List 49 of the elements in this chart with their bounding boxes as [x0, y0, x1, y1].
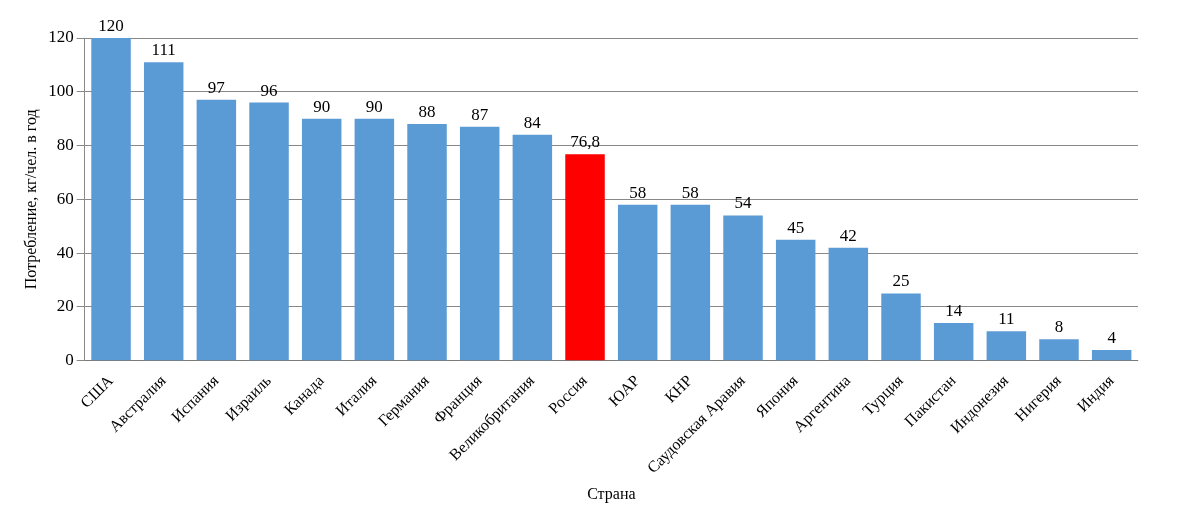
bar: [670, 204, 711, 361]
x-axis-title: Страна: [587, 484, 636, 503]
data-label: 111: [151, 40, 176, 60]
data-label: 4: [1107, 327, 1117, 347]
bar: [249, 102, 289, 361]
data-label: 84: [523, 112, 542, 132]
y-tick-label: 40: [56, 242, 74, 262]
bar: [301, 118, 342, 361]
data-label: 54: [734, 193, 753, 213]
data-label: 42: [839, 225, 857, 245]
data-label: 90: [313, 96, 331, 116]
bar: [459, 126, 500, 361]
data-label: 88: [418, 102, 436, 122]
y-tick-label: 120: [48, 27, 74, 47]
bar: [91, 38, 131, 361]
bar: [828, 247, 869, 361]
data-label: 97: [207, 77, 226, 97]
bar: [1039, 339, 1079, 361]
y-axis-title: Потребление, кг/чел. в год: [21, 109, 40, 290]
bar: [1091, 349, 1132, 361]
data-label: 96: [260, 80, 278, 100]
data-label: 45: [787, 217, 805, 237]
data-label: 87: [471, 104, 489, 124]
data-label: 58: [629, 182, 647, 202]
y-tick-label: 100: [48, 81, 74, 101]
data-label: 120: [98, 15, 124, 35]
data-label: 76,8: [570, 132, 600, 152]
bar: [617, 204, 658, 361]
bar: [933, 323, 974, 361]
bar: [512, 134, 553, 361]
y-tick-label: 60: [56, 188, 74, 208]
y-tick-label: 20: [56, 296, 74, 316]
data-label: 14: [945, 301, 963, 321]
bar: [565, 154, 605, 361]
bar: [723, 215, 763, 361]
data-label: 11: [998, 309, 1015, 329]
data-label: 90: [365, 96, 383, 116]
data-label: 58: [681, 182, 699, 202]
bar: [354, 118, 395, 361]
y-tick-label: 0: [65, 350, 74, 370]
data-label: 25: [892, 271, 910, 291]
bar: [881, 293, 921, 361]
bar: [143, 62, 184, 361]
bar: [407, 124, 447, 361]
y-tick-label: 80: [56, 135, 74, 155]
data-label: 8: [1054, 317, 1064, 337]
bar: [986, 331, 1027, 361]
bar: [196, 99, 237, 361]
bar: [775, 239, 816, 361]
